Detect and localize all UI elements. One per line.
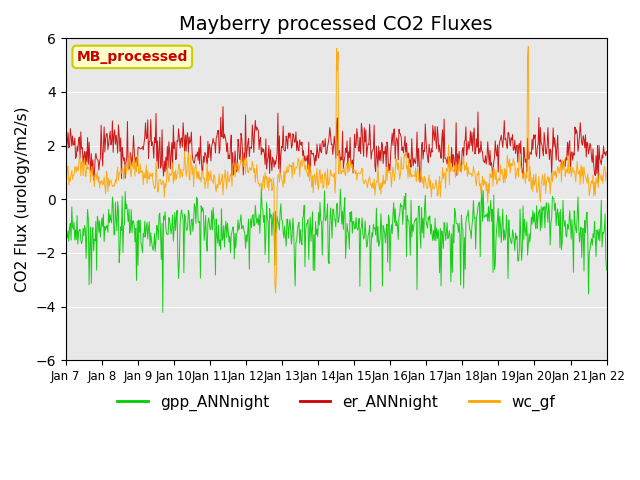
Legend: gpp_ANNnight, er_ANNnight, wc_gf: gpp_ANNnight, er_ANNnight, wc_gf — [111, 389, 561, 417]
Y-axis label: CO2 Flux (urology/m2/s): CO2 Flux (urology/m2/s) — [15, 107, 30, 292]
Text: MB_processed: MB_processed — [77, 50, 188, 64]
Title: Mayberry processed CO2 Fluxes: Mayberry processed CO2 Fluxes — [179, 15, 493, 34]
